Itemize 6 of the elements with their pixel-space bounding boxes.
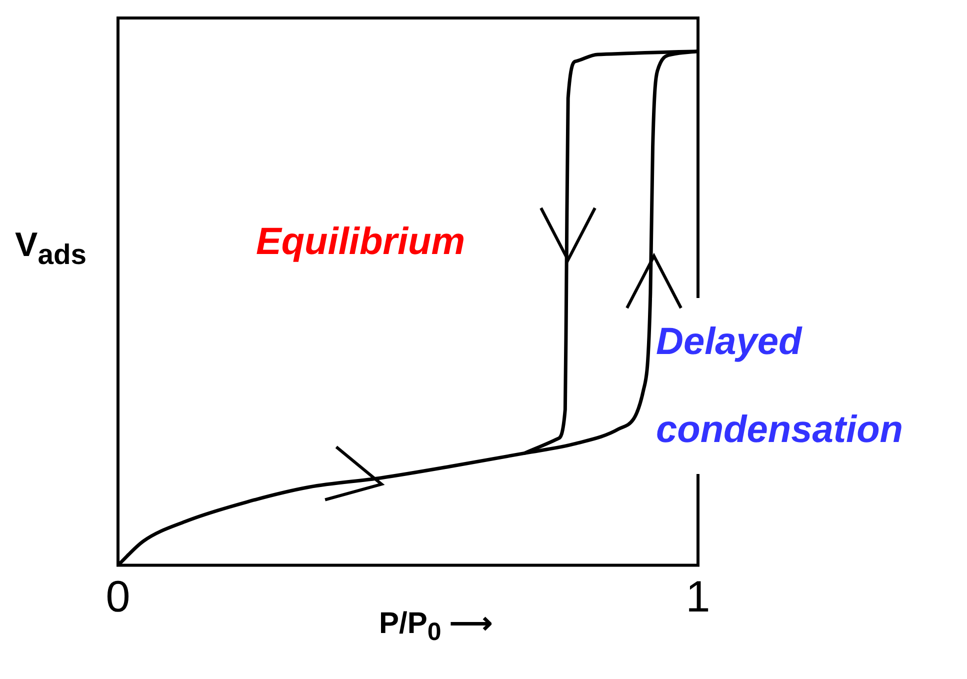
text: Delayed condensation [656,321,904,451]
x-tick-label: 1 [686,572,710,622]
x-tick-label: 0 [106,572,130,622]
annotation: Equilibrium [256,221,465,264]
x-axis-title: P/P$_{0}$ ⟶ [379,606,493,648]
y-axis-title: V$_{ads}$ [15,226,87,272]
